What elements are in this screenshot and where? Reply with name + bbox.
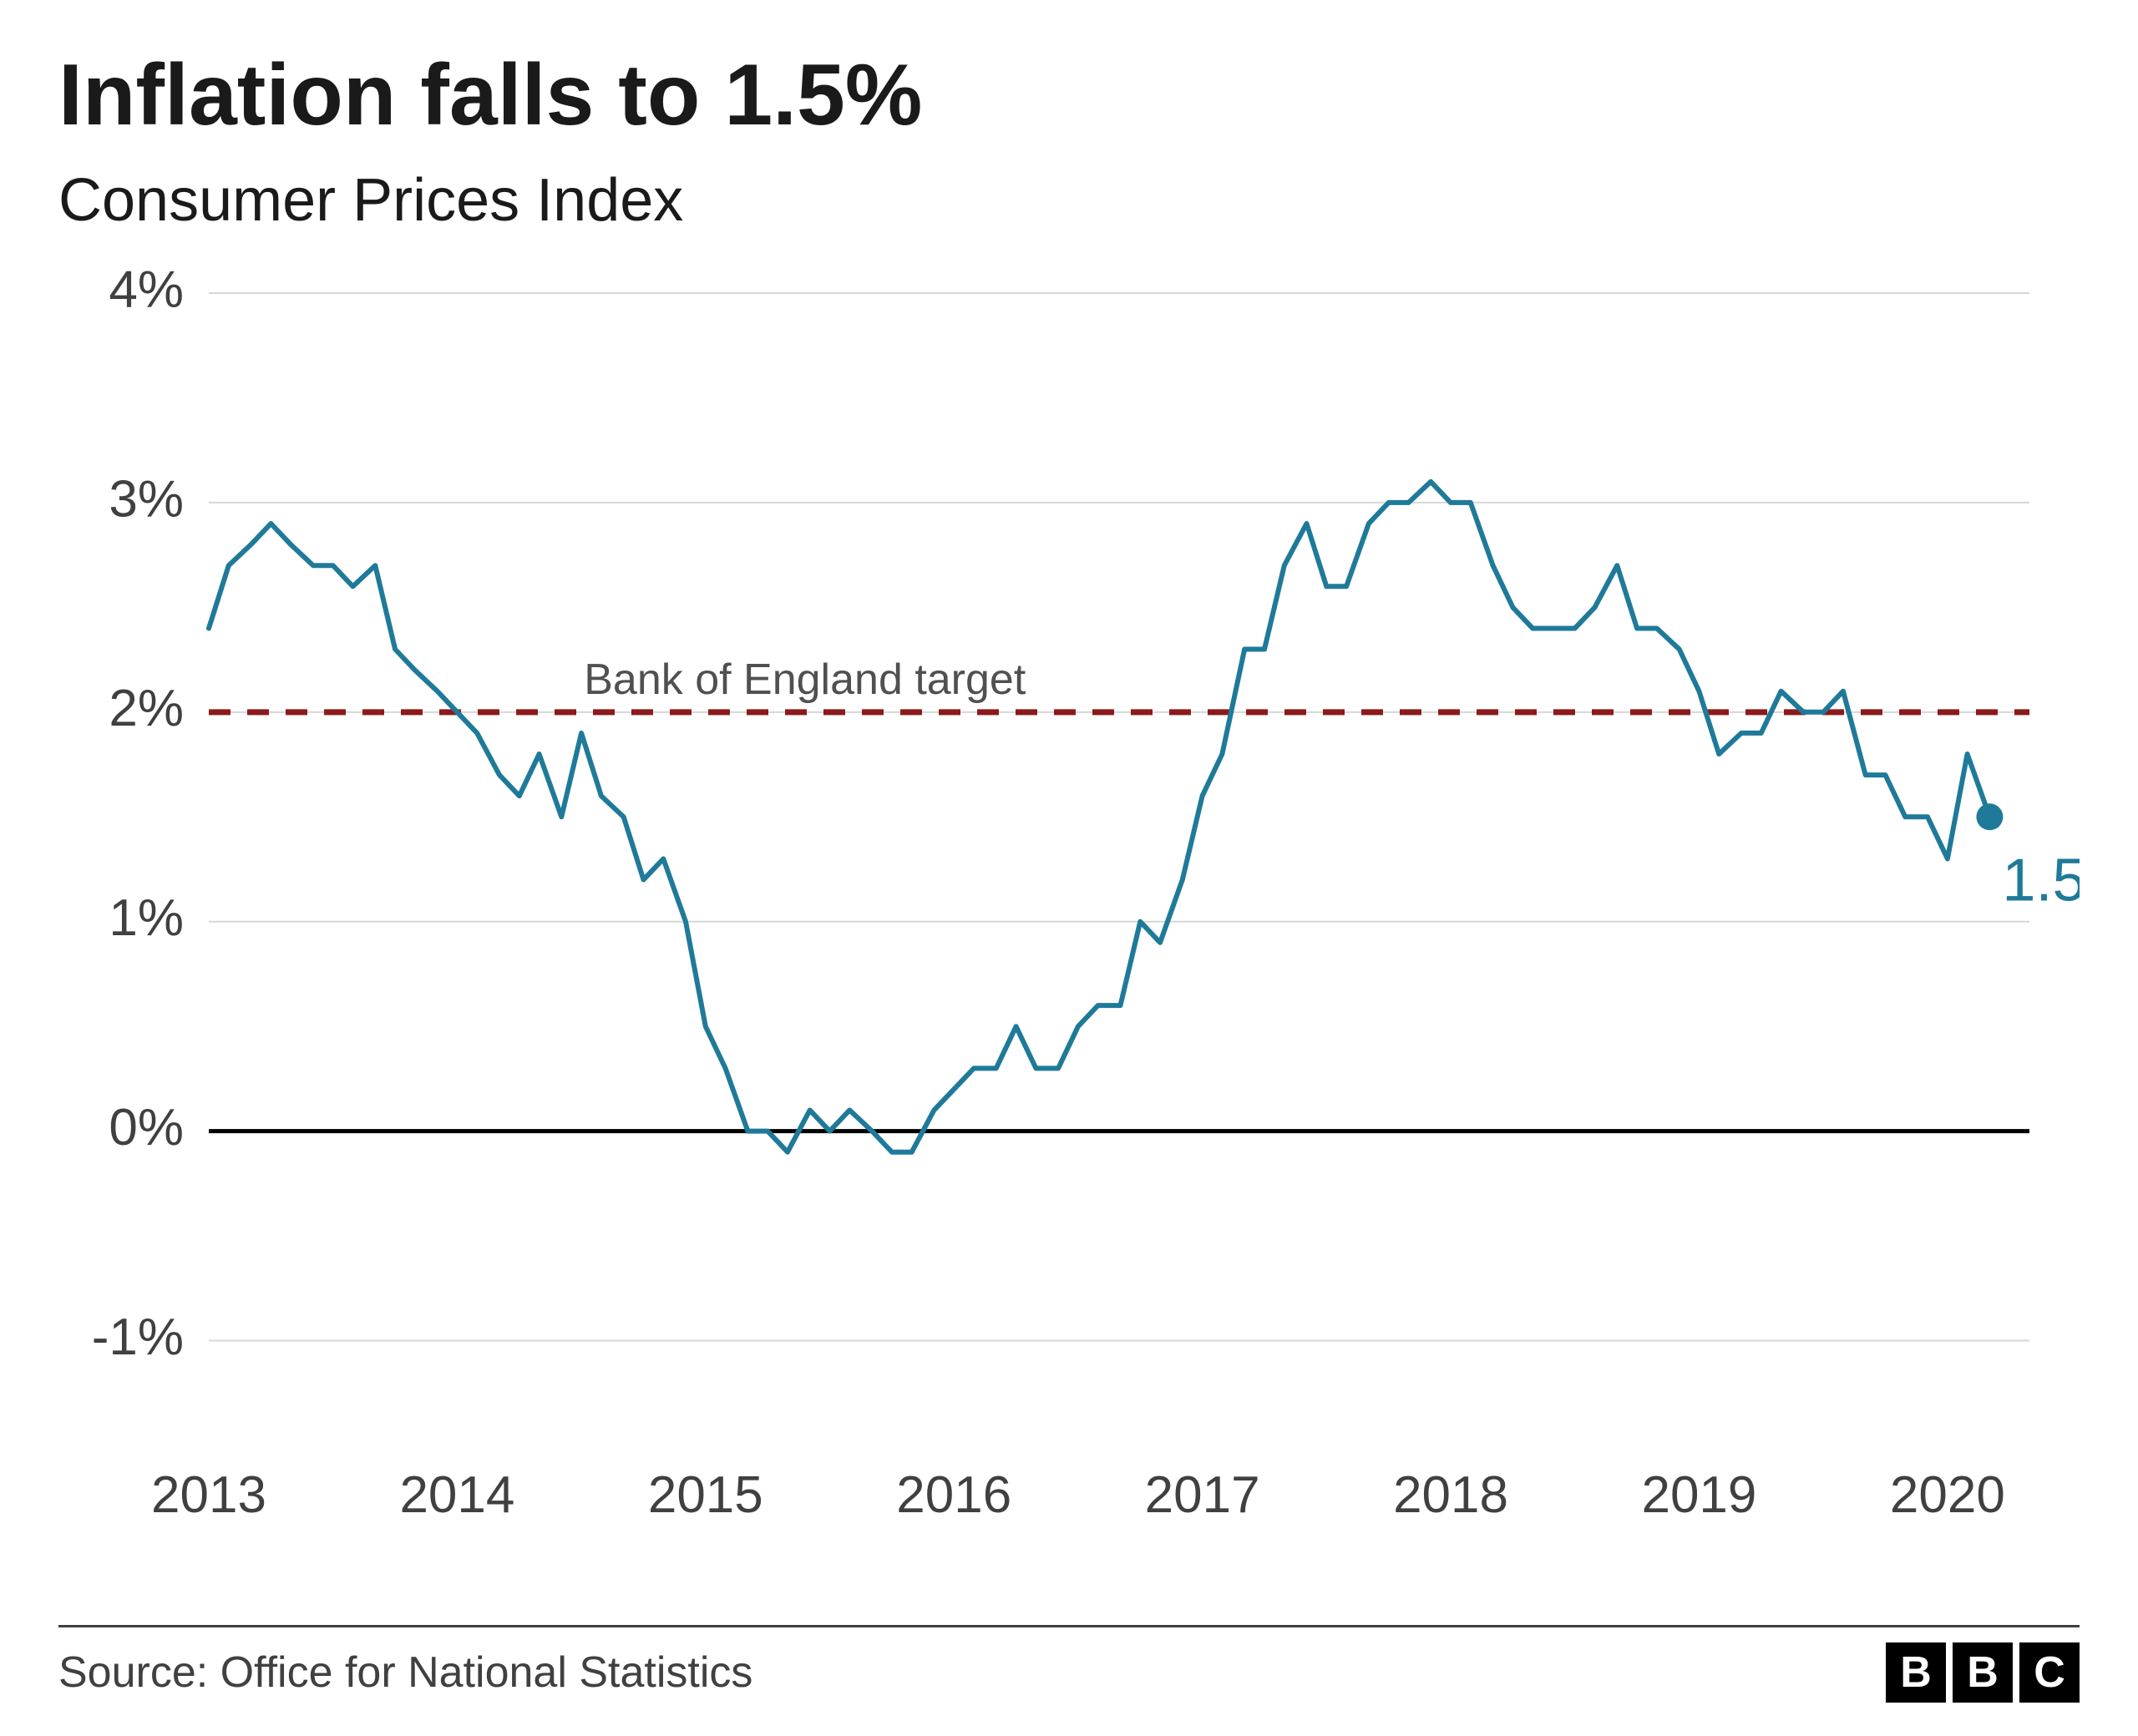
chart-area: -1% 0% 1% 2% 3% 4% 2013 2014 2015 2016 2017 2018 201… (58, 268, 2080, 1554)
x-tick-label: 2018 (1393, 1466, 1508, 1524)
bbc-logo-letter: B (1886, 1642, 1946, 1703)
bbc-logo-letter: B (1953, 1642, 2013, 1703)
line-chart: -1% 0% 1% 2% 3% 4% 2013 2014 2015 2016 2017 2018 201… (58, 268, 2080, 1554)
bbc-logo-letter: C (2019, 1642, 2080, 1703)
y-tick-label: 3% (109, 470, 184, 528)
y-tick-label: 4% (109, 268, 184, 318)
bbc-logo: BBC (1886, 1642, 2080, 1703)
source-text: Source: Office for National Statistics (58, 1647, 752, 1698)
x-tick-label: 2015 (648, 1466, 763, 1524)
x-tick-label: 2017 (1145, 1466, 1260, 1524)
chart-subtitle: Consumer Prices Index (58, 166, 2080, 235)
y-tick-label: 0% (109, 1099, 184, 1156)
x-tick-label: 2019 (1641, 1466, 1756, 1524)
end-point-label: 1.5% (2002, 847, 2080, 914)
x-tick-label: 2020 (1890, 1466, 2005, 1524)
x-tick-label: 2016 (896, 1466, 1011, 1524)
data-line (209, 482, 1989, 1152)
end-point-marker (1976, 803, 2003, 830)
y-tick-label: -1% (92, 1308, 184, 1366)
y-tick-label: 1% (109, 889, 184, 947)
target-line-label: Bank of England target (584, 655, 1026, 704)
x-tick-label: 2014 (399, 1466, 514, 1524)
chart-title: Inflation falls to 1.5% (58, 50, 2080, 141)
y-tick-label: 2% (109, 680, 184, 737)
x-tick-label: 2013 (151, 1466, 266, 1524)
